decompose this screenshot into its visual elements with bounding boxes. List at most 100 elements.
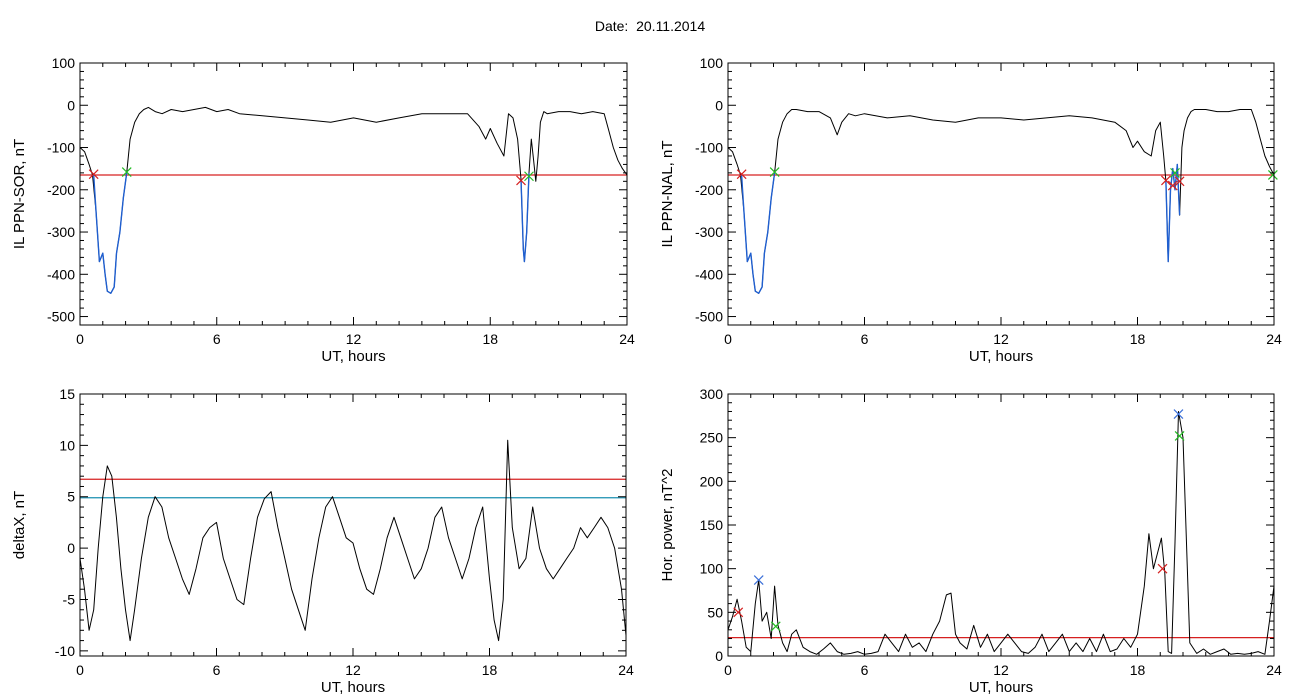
chart-bottom-left: 0 6 12 18 24 15 10 5 0 -5 -10 UT, hours deltaX, nT: [11, 386, 634, 696]
series-line-1: [740, 172, 776, 294]
event-marker-stroke: [121, 167, 132, 177]
x-tick-label: 24: [1266, 662, 1282, 678]
plot-frame: [727, 393, 1275, 657]
x-tick-label: 18: [482, 662, 498, 678]
event-marker-2: [770, 621, 781, 632]
chart-top-left: 0 6 12 18 24 100 0 -100 -200 -300 -400 -500 UT, hour…: [11, 55, 635, 365]
event-marker-3: [1157, 563, 1168, 574]
series-line-0: [728, 109, 1274, 294]
event-marker-stroke: [1174, 430, 1185, 441]
event-marker-2: [516, 175, 526, 186]
x-tick-label: 18: [482, 331, 498, 347]
y-tick-label: 0: [715, 97, 723, 113]
y-tick-label: 150: [700, 517, 724, 533]
event-marker-stroke: [516, 175, 526, 186]
y-tick-label: -400: [47, 266, 75, 282]
x-tick-label: 0: [76, 331, 84, 347]
event-marker-3: [1167, 180, 1178, 191]
y-tick-label: -300: [47, 224, 75, 240]
y-tick-label: 300: [700, 386, 724, 402]
event-marker-stroke: [769, 167, 780, 177]
event-marker-0: [736, 169, 747, 180]
y-tick-label: -500: [695, 309, 723, 325]
y-tick-label: 250: [700, 430, 724, 446]
event-marker-stroke: [88, 169, 99, 180]
x-tick-label: 24: [618, 662, 634, 678]
event-marker-1: [769, 167, 780, 177]
series-line-0: [80, 106, 627, 294]
y-tick-label: 50: [707, 604, 723, 620]
plot-frame: [727, 62, 1275, 326]
y-tick-label: 0: [67, 97, 75, 113]
x-tick-label: 6: [861, 662, 869, 678]
y-tick-label: 15: [59, 386, 75, 402]
series-line-0: [80, 439, 626, 642]
event-marker-3: [524, 171, 534, 182]
event-marker-1: [753, 575, 764, 585]
x-tick-label: 6: [213, 331, 221, 347]
y-tick-label: 10: [59, 437, 75, 453]
event-marker-5: [1170, 167, 1180, 178]
y-tick-label: -100: [47, 140, 75, 156]
x-axis-label: UT, hours: [321, 348, 385, 365]
x-tick-label: 24: [1266, 331, 1282, 347]
event-marker-0: [88, 169, 99, 180]
y-tick-label: -300: [695, 224, 723, 240]
y-axis-label: deltaX, nT: [11, 491, 28, 559]
x-tick-label: 0: [724, 331, 732, 347]
series-line-2: [1165, 163, 1181, 263]
event-marker-5: [1174, 430, 1185, 441]
event-marker-2: [1161, 175, 1171, 186]
y-tick-label: 100: [700, 55, 724, 71]
event-marker-stroke: [1170, 167, 1180, 178]
plot-frame: [79, 393, 627, 657]
y-tick-label: -200: [695, 182, 723, 198]
x-tick-label: 18: [1130, 331, 1146, 347]
y-axis-label: IL PPN-NAL, nT: [659, 141, 676, 248]
event-marker-stroke: [770, 621, 781, 632]
chart-bottom-right: 0 6 12 18 24 300 250 200 150 100 50 0 UT, hours Hor. …: [659, 386, 1282, 696]
y-tick-label: 100: [52, 55, 76, 71]
event-marker-stroke: [1167, 180, 1178, 191]
event-marker-4: [1174, 176, 1185, 187]
x-tick-label: 12: [993, 662, 1009, 678]
event-marker-6: [1267, 170, 1278, 180]
series-line-1: [93, 172, 128, 294]
y-tick-label: -5: [63, 591, 76, 607]
x-tick-label: 24: [619, 331, 635, 347]
event-marker-4: [1173, 409, 1184, 420]
y-tick-label: 200: [700, 473, 724, 489]
chart-top-right: 0 6 12 18 24 100 0 -100 -200 -300 -400 -500 UT, hour…: [659, 55, 1282, 365]
y-tick-label: -400: [695, 266, 723, 282]
y-tick-label: -10: [55, 643, 75, 659]
y-tick-label: -100: [695, 140, 723, 156]
event-marker-stroke: [1267, 170, 1278, 180]
series-line-0: [728, 411, 1274, 655]
y-tick-label: 100: [700, 561, 724, 577]
y-tick-label: 0: [715, 648, 723, 664]
page-title: Date: 20.11.2014: [594, 18, 706, 34]
event-marker-stroke: [733, 607, 744, 618]
y-tick-label: 0: [67, 540, 75, 556]
x-tick-label: 12: [993, 331, 1009, 347]
event-marker-stroke: [1157, 563, 1168, 574]
y-axis-label: Hor. power, nT^2: [659, 469, 676, 582]
x-tick-label: 12: [346, 331, 362, 347]
event-marker-0: [733, 607, 744, 618]
event-marker-stroke: [1161, 175, 1171, 186]
event-marker-stroke: [524, 171, 534, 182]
x-axis-label: UT, hours: [969, 679, 1033, 696]
y-tick-label: -200: [47, 182, 75, 198]
y-axis-label: IL PPN-SOR, nT: [11, 139, 28, 249]
x-axis-label: UT, hours: [321, 679, 385, 696]
plot-frame: [79, 62, 628, 326]
event-marker-stroke: [1174, 176, 1185, 187]
x-tick-label: 0: [76, 662, 84, 678]
x-tick-label: 0: [724, 662, 732, 678]
y-tick-label: -500: [47, 309, 75, 325]
x-tick-label: 6: [213, 662, 221, 678]
event-marker-stroke: [753, 575, 764, 585]
x-tick-label: 18: [1130, 662, 1146, 678]
event-marker-stroke: [736, 169, 747, 180]
